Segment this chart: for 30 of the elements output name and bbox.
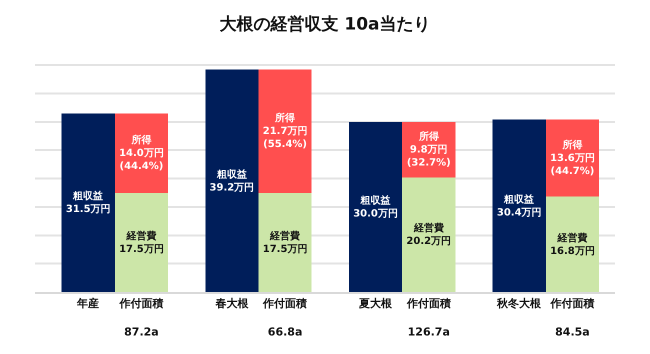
data-label: 所得 13.6万円 (44.7%) (550, 139, 595, 178)
bar (205, 70, 258, 292)
data-label: 粗収益 31.5万円 (66, 190, 111, 216)
bar (492, 120, 546, 292)
data-label: 粗収益 39.2万円 (210, 168, 254, 194)
bar (258, 192, 312, 292)
bar (402, 177, 456, 292)
data-label: 所得 14.0万円 (44.4%) (119, 134, 164, 172)
data-label: 粗収益 30.0万円 (353, 194, 398, 220)
bar (348, 122, 402, 292)
data-label: 経営費 17.5万円 (262, 230, 308, 255)
data-label: 経営費 17.5万円 (119, 230, 164, 255)
x-tick-label: 年産 (76, 296, 100, 310)
data-label: 所得 9.8万円 (32.7%) (406, 130, 451, 169)
bar (258, 70, 312, 193)
data-label: 粗収益 30.4万円 (496, 193, 542, 218)
chart-title: 大根の経営収支 10a当たり (219, 14, 431, 35)
bar (62, 113, 115, 292)
category-label: 作付面積 84.5a (550, 296, 594, 339)
data-label: 所得 21.7万円 (55.4%) (262, 112, 308, 150)
data-label: 経営費 16.8万円 (550, 232, 595, 257)
x-tick-label: 夏大根 (358, 296, 394, 310)
x-tick-label: 秋冬大根 (496, 296, 542, 310)
category-label: 作付面積 66.8a (263, 296, 308, 339)
x-tick-label: 春大根 (214, 296, 250, 310)
category-label: 作付面積 126.7a (406, 296, 451, 339)
bar (114, 192, 168, 292)
data-label: 経営費 20.2万円 (406, 222, 452, 248)
category-label: 作付面積 87.2a (119, 296, 164, 339)
bar (546, 196, 600, 292)
